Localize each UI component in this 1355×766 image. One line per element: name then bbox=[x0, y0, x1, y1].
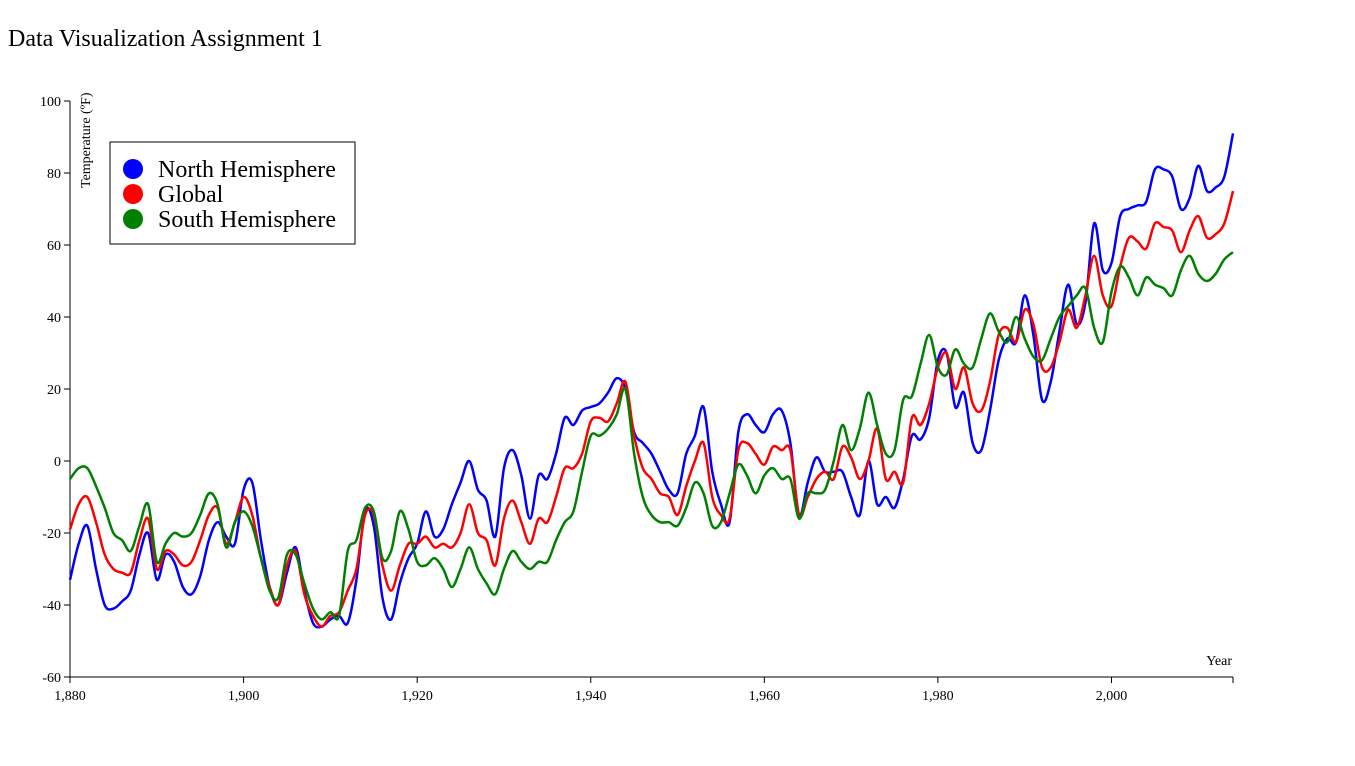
x-axis-label: Year bbox=[1206, 654, 1232, 669]
y-tick-label: -20 bbox=[42, 527, 61, 542]
series-line bbox=[68, 133, 1235, 629]
x-tick-label: 1,940 bbox=[575, 689, 607, 704]
series-line bbox=[68, 190, 1235, 628]
legend-label: North Hemisphere bbox=[158, 157, 336, 183]
x-tick-label: 1,980 bbox=[922, 689, 954, 704]
chart-title: Data Visualization Assignment 1 bbox=[8, 26, 323, 52]
y-tick-label: 100 bbox=[40, 95, 61, 110]
legend-box bbox=[109, 141, 356, 245]
legend-swatch bbox=[123, 184, 143, 204]
y-tick-label: 40 bbox=[47, 311, 61, 326]
legend-swatch bbox=[123, 159, 143, 179]
x-tick-label: 1,960 bbox=[749, 689, 781, 704]
legend-label: Global bbox=[158, 182, 224, 208]
x-tick-label: 1,920 bbox=[401, 689, 433, 704]
legend-label: South Hemisphere bbox=[158, 207, 336, 233]
y-tick-label: -40 bbox=[42, 599, 61, 614]
y-axis-label: Temperature (ºF) bbox=[79, 92, 94, 188]
y-tick-label: 0 bbox=[54, 455, 61, 470]
legend-swatch bbox=[123, 209, 143, 229]
y-tick-label: 80 bbox=[47, 167, 61, 182]
y-tick-label: -60 bbox=[42, 671, 61, 686]
x-tick-label: 1,900 bbox=[228, 689, 260, 704]
y-tick-label: 60 bbox=[47, 239, 61, 254]
y-tick-label: 20 bbox=[47, 383, 61, 398]
x-tick-label: 1,880 bbox=[54, 689, 86, 704]
series-line bbox=[68, 251, 1234, 621]
x-tick-label: 2,000 bbox=[1096, 689, 1128, 704]
